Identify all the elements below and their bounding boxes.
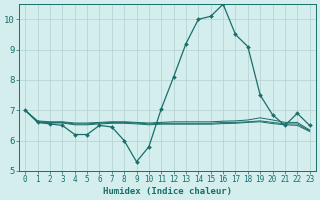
- X-axis label: Humidex (Indice chaleur): Humidex (Indice chaleur): [103, 187, 232, 196]
